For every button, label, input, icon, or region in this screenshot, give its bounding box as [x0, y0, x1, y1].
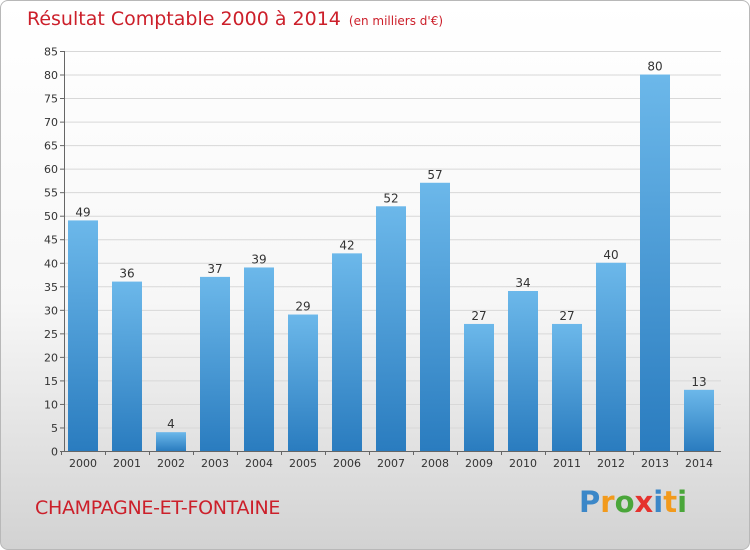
y-tick-label: 35 — [44, 281, 58, 294]
bar-value-label: 40 — [603, 248, 618, 262]
bar — [244, 267, 274, 451]
y-tick-label: 70 — [44, 116, 58, 129]
bar-value-label: 13 — [691, 375, 706, 389]
x-tick-label: 2014 — [685, 457, 713, 470]
x-tick-label: 2007 — [377, 457, 405, 470]
bar — [508, 291, 538, 451]
x-tick-label: 2012 — [597, 457, 625, 470]
y-tick-label: 60 — [44, 163, 58, 176]
bar — [684, 389, 714, 451]
x-tick-label: 2009 — [465, 457, 493, 470]
y-tick-label: 55 — [44, 187, 58, 200]
bar — [288, 314, 318, 451]
title-text: Résultat Comptable 2000 à 2014 — [27, 8, 341, 30]
y-tick-label: 65 — [44, 140, 58, 153]
y-tick-label: 10 — [44, 398, 58, 411]
bar — [420, 182, 450, 451]
logo-letter: i — [653, 485, 664, 519]
chart-title: Résultat Comptable 2000 à 2014 (en millie… — [27, 8, 443, 30]
bar-value-label: 37 — [207, 262, 222, 276]
bar-value-label: 4 — [167, 417, 175, 431]
axes — [60, 51, 721, 455]
bar-value-label: 29 — [295, 300, 310, 314]
logo-letter: r — [600, 485, 615, 519]
bar — [200, 276, 230, 451]
bar-value-label: 27 — [559, 309, 574, 323]
bar-value-label: 52 — [383, 191, 398, 205]
bar — [68, 220, 98, 451]
y-tick-label: 50 — [44, 210, 58, 223]
bar-value-label: 34 — [515, 276, 530, 290]
proxiti-logo[interactable]: Proxiti — [579, 485, 687, 519]
y-tick-label: 25 — [44, 328, 58, 341]
y-tick-label: 75 — [44, 93, 58, 106]
bar-value-label: 57 — [427, 168, 442, 182]
logo-letter: o — [614, 485, 635, 519]
logo-letter: i — [677, 485, 688, 519]
bar-value-label: 36 — [119, 267, 134, 281]
bar-value-label: 39 — [251, 252, 266, 266]
logo-letter: P — [579, 485, 601, 519]
bar-value-label: 80 — [647, 60, 662, 74]
x-tick-label: 2008 — [421, 457, 449, 470]
bar-value-label: 27 — [471, 309, 486, 323]
bar — [156, 432, 186, 451]
bar — [376, 206, 406, 451]
bar — [596, 262, 626, 451]
y-tick-label: 0 — [51, 446, 58, 459]
y-tick-label: 30 — [44, 304, 58, 317]
bar-value-label: 42 — [339, 238, 354, 252]
y-tick-label: 85 — [44, 46, 58, 59]
bar-value-label: 49 — [75, 205, 90, 219]
bar — [332, 253, 362, 451]
x-tick-label: 2002 — [157, 457, 185, 470]
commune-name: CHAMPAGNE-ET-FONTAINE — [35, 497, 281, 519]
bar — [640, 74, 670, 451]
x-tick-label: 2000 — [69, 457, 97, 470]
y-tick-label: 80 — [44, 69, 58, 82]
title-unit: (en milliers d'€) — [348, 14, 444, 28]
bar — [464, 323, 494, 451]
x-tick-label: 2010 — [509, 457, 537, 470]
y-tick-label: 20 — [44, 351, 58, 364]
bars — [68, 74, 714, 451]
bar — [552, 323, 582, 451]
y-tick-label: 45 — [44, 234, 58, 247]
x-tick-label: 2001 — [113, 457, 141, 470]
x-tick-label: 2011 — [553, 457, 581, 470]
x-tick-label: 2005 — [289, 457, 317, 470]
x-tick-label: 2004 — [245, 457, 273, 470]
logo-letter: x — [634, 485, 654, 519]
y-tick-label: 40 — [44, 257, 58, 270]
bar — [112, 281, 142, 451]
x-tick-label: 2013 — [641, 457, 669, 470]
logo-letter: t — [663, 485, 678, 519]
y-tick-label: 5 — [51, 422, 58, 435]
y-tick-label: 15 — [44, 375, 58, 388]
x-tick-label: 2003 — [201, 457, 229, 470]
x-tick-label: 2006 — [333, 457, 361, 470]
labels: 0 5 10 15 20 25 30 35 40 45 50 55 60 65 70 75 80 85 49 2000… — [44, 46, 713, 471]
